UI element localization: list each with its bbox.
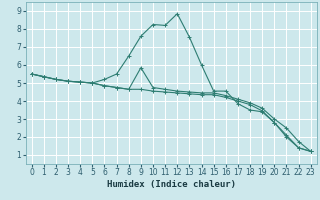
X-axis label: Humidex (Indice chaleur): Humidex (Indice chaleur): [107, 180, 236, 189]
